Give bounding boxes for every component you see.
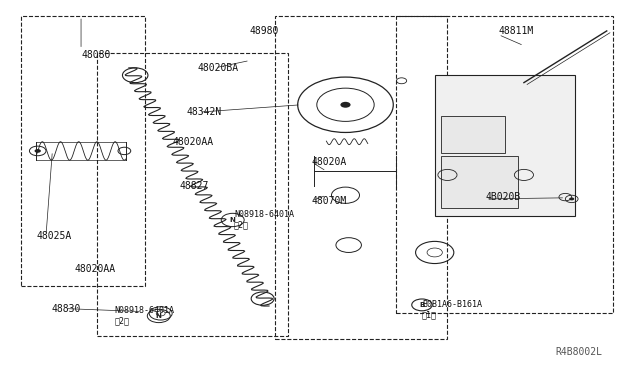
Text: N: N xyxy=(230,217,236,223)
Text: 4B020B: 4B020B xyxy=(486,192,521,202)
Text: 48025A: 48025A xyxy=(36,231,72,241)
Text: R4B8002L: R4B8002L xyxy=(556,347,603,357)
Text: 48020AA: 48020AA xyxy=(172,137,213,147)
Text: 48070M: 48070M xyxy=(312,196,347,206)
Circle shape xyxy=(569,198,574,201)
Text: B0B1A6-B161A
（1）: B0B1A6-B161A （1） xyxy=(422,300,482,320)
Text: 48830: 48830 xyxy=(51,304,81,314)
Text: N08918-6401A
（2）: N08918-6401A （2） xyxy=(115,306,175,326)
Text: N08918-6401A
（2）: N08918-6401A （2） xyxy=(234,209,294,229)
FancyBboxPatch shape xyxy=(441,116,505,153)
FancyBboxPatch shape xyxy=(435,75,575,215)
Text: 48811M: 48811M xyxy=(499,26,534,36)
Text: 48980: 48980 xyxy=(250,26,279,36)
Text: B: B xyxy=(419,302,424,308)
Text: 48342N: 48342N xyxy=(186,107,221,117)
Text: 48020A: 48020A xyxy=(312,157,347,167)
Text: 48827: 48827 xyxy=(180,181,209,191)
Text: N: N xyxy=(156,313,162,319)
Circle shape xyxy=(35,149,41,153)
Text: 48020BA: 48020BA xyxy=(198,63,239,73)
Circle shape xyxy=(340,102,351,108)
Text: 48020AA: 48020AA xyxy=(75,264,116,274)
FancyBboxPatch shape xyxy=(441,157,518,208)
Text: 48080: 48080 xyxy=(81,50,111,60)
